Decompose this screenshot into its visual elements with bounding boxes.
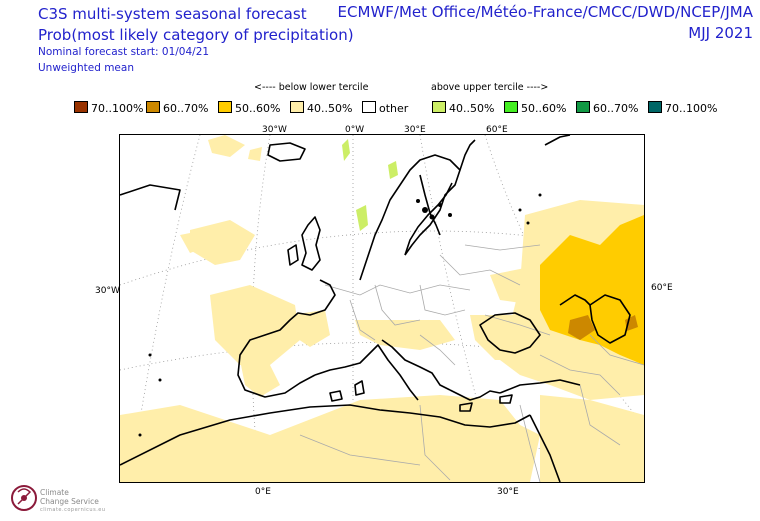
legend-swatch: [74, 101, 88, 113]
legend-swatch: [362, 101, 376, 113]
legend-label: 40..50%: [449, 102, 495, 115]
legend-swatch: [146, 101, 160, 113]
legend-below-header: <---- below lower tercile: [254, 82, 369, 93]
above-40-50-region: [342, 139, 398, 231]
chart-subtitle: Prob(most likely category of precipitati…: [38, 26, 354, 44]
gridlabel-bottom-30e: 30°E: [497, 487, 519, 497]
legend-swatch: [576, 101, 590, 113]
legend-label: 50..60%: [521, 102, 567, 115]
legend-above-header: above upper tercile ---->: [431, 82, 549, 93]
weighting-label: Unweighted mean: [38, 62, 134, 74]
legend-swatch: [218, 101, 232, 113]
legend-swatch: [432, 101, 446, 113]
legend-swatch: [504, 101, 518, 113]
below-50-60-region: [540, 215, 644, 365]
gridlabel-left-30w: 30°W: [95, 286, 120, 296]
copernicus-logo-icon: [11, 485, 37, 511]
legend-label: other: [379, 102, 409, 115]
legend-label: 60..70%: [163, 102, 209, 115]
legend-label: 50..60%: [235, 102, 281, 115]
gridlabel-top-30w: 30°W: [262, 125, 287, 135]
forecast-map: [119, 134, 645, 483]
season-label: MJJ 2021: [688, 24, 753, 42]
gridlabel-right-60e: 60°E: [651, 283, 673, 293]
logo-text-climate: Climate: [40, 488, 69, 497]
gridlabel-top-60e: 60°E: [486, 125, 508, 135]
legend-label: 40..50%: [307, 102, 353, 115]
gridlabel-top-0: 0°W: [345, 125, 365, 135]
chart-title: C3S multi-system seasonal forecast: [38, 5, 307, 23]
gridlabel-top-30e: 30°E: [404, 125, 426, 135]
legend-label: 70..100%: [665, 102, 718, 115]
country-borders: [299, 244, 644, 482]
legend-swatch: [648, 101, 662, 113]
coastlines: [120, 135, 631, 482]
forecast-start-label: Nominal forecast start: 01/04/21: [38, 46, 210, 58]
logo-text-url: climate.copernicus.eu: [40, 507, 106, 513]
data-sources-label: ECMWF/Met Office/Météo-France/CMCC/DWD/N…: [337, 3, 753, 21]
legend-label: 60..70%: [593, 102, 639, 115]
logo-text-service: Change Service: [40, 497, 99, 506]
legend-swatch: [290, 101, 304, 113]
lake-features: [416, 199, 452, 220]
gridlabel-bottom-0: 0°E: [255, 487, 271, 497]
small-islands: [138, 193, 542, 437]
legend-label: 70..100%: [91, 102, 144, 115]
